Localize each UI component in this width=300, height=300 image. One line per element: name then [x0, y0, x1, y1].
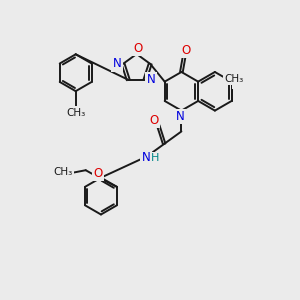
- Text: N: N: [176, 110, 185, 123]
- Text: O: O: [134, 42, 143, 55]
- Text: H: H: [151, 153, 160, 163]
- Text: N: N: [147, 73, 155, 86]
- Text: CH₃: CH₃: [224, 74, 244, 84]
- Text: N: N: [113, 57, 122, 70]
- Text: N: N: [234, 74, 242, 88]
- Text: O: O: [181, 44, 190, 57]
- Text: N: N: [142, 152, 150, 164]
- Text: CH₃: CH₃: [53, 167, 72, 177]
- Text: CH₃: CH₃: [66, 108, 85, 118]
- Text: O: O: [149, 114, 158, 127]
- Text: O: O: [94, 167, 103, 180]
